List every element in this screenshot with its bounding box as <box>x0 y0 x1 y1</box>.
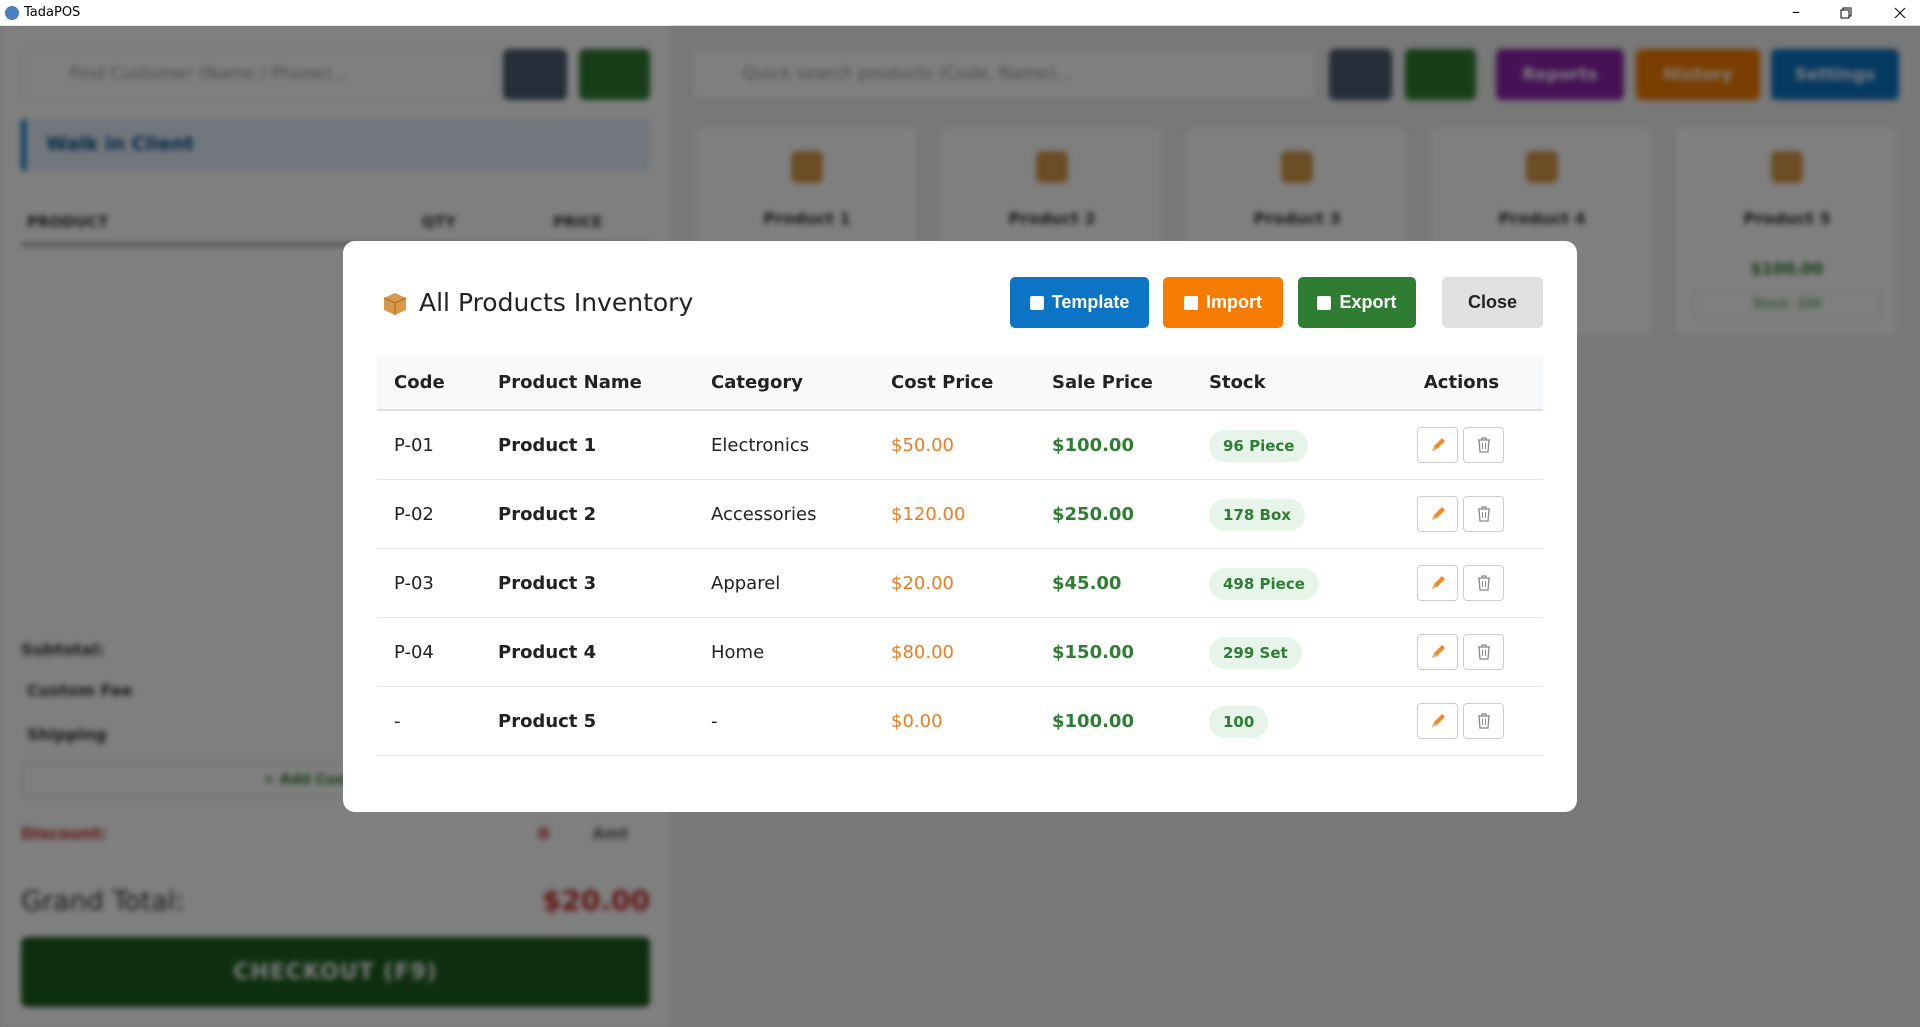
pencil-icon <box>1431 576 1445 589</box>
table-row: P-03 Product 3 Apparel $20.00 $45.00 498 Piec… <box>377 549 1543 618</box>
delete-button[interactable] <box>1463 427 1504 463</box>
inventory-modal: All Products Inventory Template Import E… <box>343 241 1577 812</box>
pencil-icon <box>1431 714 1445 727</box>
button-label: Template <box>1051 292 1130 312</box>
sale-price: $100.00 <box>1052 434 1134 456</box>
pencil-icon <box>1431 507 1445 520</box>
category: Electronics <box>711 434 810 456</box>
category: Accessories <box>711 503 817 525</box>
button-label: Import <box>1206 292 1262 312</box>
code: - <box>394 710 401 732</box>
stock-badge: 498 Piece <box>1209 567 1319 600</box>
icon <box>1029 295 1044 310</box>
stock-cell: 299 Set <box>1209 636 1302 669</box>
icon <box>1317 295 1332 310</box>
button-label: Close <box>1467 292 1518 312</box>
category: - <box>711 710 718 732</box>
sale-price: $100.00 <box>1052 710 1134 732</box>
close-window[interactable] <box>1894 7 1906 19</box>
table-row: P-01 Product 1 Electronics $50.00 $100.00 96 … <box>377 411 1543 480</box>
product-name: Product 5 <box>498 710 597 732</box>
column-header: Product Name <box>498 372 642 393</box>
edit-button[interactable] <box>1417 634 1458 670</box>
column-header: Sale Price <box>1052 372 1153 393</box>
cost-price: $120.00 <box>891 503 966 525</box>
sale-price: $150.00 <box>1052 641 1134 663</box>
icon <box>1184 295 1198 310</box>
stock-badge: 299 Set <box>1209 636 1302 669</box>
delete-button[interactable] <box>1463 703 1504 739</box>
pencil-icon <box>1431 645 1445 658</box>
actions <box>1417 427 1504 463</box>
table-row: P-02 Product 2 Accessories $120.00 $250.00 17… <box>377 480 1543 549</box>
title-bar: TadaPOS – <box>0 0 1920 26</box>
stock-cell: 100 <box>1209 705 1269 738</box>
cost-price: $0.00 <box>891 710 943 732</box>
trash-icon <box>1477 575 1490 591</box>
product-name: Product 3 <box>498 572 597 594</box>
edit-button[interactable] <box>1417 703 1458 739</box>
sale-price: $45.00 <box>1052 572 1122 594</box>
stock-cell: 178 Box <box>1209 498 1305 531</box>
category: Apparel <box>711 572 781 594</box>
column-header: Category <box>711 372 804 393</box>
delete-button[interactable] <box>1463 565 1504 601</box>
column-header: Code <box>394 372 445 393</box>
pencil-icon <box>1431 438 1445 451</box>
product-name: Product 4 <box>498 641 597 663</box>
edit-button[interactable] <box>1417 565 1458 601</box>
code: P-04 <box>394 641 434 663</box>
cost-price: $20.00 <box>891 572 954 594</box>
table-row: P-04 Product 4 Home $80.00 $150.00 299 Set <box>377 618 1543 687</box>
actions <box>1417 565 1504 601</box>
column-header: Cost Price <box>891 372 994 393</box>
minimize[interactable]: – <box>1792 2 1800 21</box>
column-header: Stock <box>1209 372 1266 393</box>
app-icon <box>5 6 19 20</box>
stock-badge: 96 Piece <box>1209 429 1309 462</box>
button-label: Export <box>1339 292 1397 312</box>
product-name: Product 1 <box>498 434 597 456</box>
cost-price: $50.00 <box>891 434 954 456</box>
inventory-table: Code Product Name Category Cost Price Sale P… <box>377 356 1543 758</box>
actions <box>1417 634 1504 670</box>
sale-price: $250.00 <box>1052 503 1134 525</box>
export-button[interactable]: Export <box>1298 277 1416 328</box>
trash-icon <box>1477 506 1490 522</box>
stock-cell: 96 Piece <box>1209 429 1309 462</box>
table-header: Code Product Name Category Cost Price Sale P… <box>377 356 1543 411</box>
box-icon <box>383 293 407 315</box>
code: P-02 <box>394 503 434 525</box>
category: Home <box>711 641 765 663</box>
code: P-01 <box>394 434 434 456</box>
modal-title: All Products Inventory <box>419 288 694 317</box>
edit-button[interactable] <box>1417 427 1458 463</box>
code: P-03 <box>394 572 434 594</box>
stock-badge: 178 Box <box>1209 498 1305 531</box>
delete-button[interactable] <box>1463 634 1504 670</box>
import-button[interactable]: Import <box>1163 277 1283 328</box>
trash-icon <box>1477 713 1490 729</box>
stock-badge: 100 <box>1209 705 1269 738</box>
column-header: Actions <box>1423 372 1500 393</box>
product-name: Product 2 <box>498 503 597 525</box>
actions <box>1417 703 1504 739</box>
edit-button[interactable] <box>1417 496 1458 532</box>
close-button[interactable]: Close <box>1442 277 1543 328</box>
table-row: - Product 5 - $0.00 $100.00 100 <box>377 687 1543 756</box>
trash-icon <box>1477 437 1490 453</box>
stock-cell: 498 Piece <box>1209 567 1319 600</box>
actions <box>1417 496 1504 532</box>
template-button[interactable]: Template <box>1010 277 1149 328</box>
restore[interactable] <box>1840 7 1852 19</box>
trash-icon <box>1477 644 1490 660</box>
window-title: TadaPOS <box>24 5 81 20</box>
delete-button[interactable] <box>1463 496 1504 532</box>
cost-price: $80.00 <box>891 641 954 663</box>
